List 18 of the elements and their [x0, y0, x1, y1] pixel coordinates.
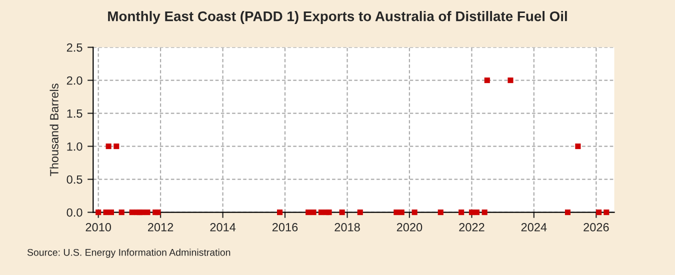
x-tick-label: 2020: [396, 223, 422, 232]
x-tick-label: 2022: [459, 223, 484, 232]
y-tick-label: 1.5: [67, 109, 82, 118]
x-tick-label: 2012: [148, 223, 174, 232]
y-tick-label: 0.5: [66, 175, 82, 184]
y-tick-label: 2.5: [66, 43, 82, 52]
y-tick-label: 2.0: [66, 76, 82, 85]
y-tick-label: 1.0: [67, 142, 82, 151]
source-note: Source: U.S. Energy Information Administration: [27, 248, 230, 258]
x-tick-label: 2018: [334, 223, 360, 232]
chart-title: Monthly East Coast (PADD 1) Exports to Australia of Distillate Fuel Oil: [108, 11, 567, 24]
x-tick-label: 2014: [210, 223, 236, 232]
x-tick-label: 2016: [272, 223, 298, 232]
x-tick-label: 2024: [521, 223, 547, 232]
y-tick-label: 0.0: [66, 208, 82, 217]
x-tick-label: 2026: [584, 223, 609, 232]
x-tick-label: 2010: [86, 223, 112, 232]
y-axis-title: Thousand Barrels: [50, 84, 58, 176]
